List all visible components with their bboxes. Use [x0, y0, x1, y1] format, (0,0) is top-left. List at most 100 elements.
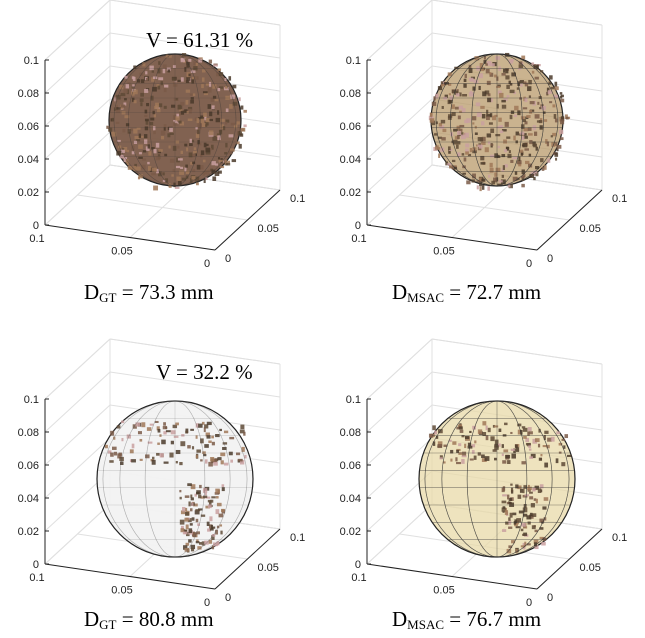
cloud-point	[139, 98, 144, 102]
sphere	[96, 400, 254, 558]
cloud-point	[534, 76, 539, 80]
cloud-point	[123, 102, 127, 106]
cloud-point	[547, 158, 551, 163]
cloud-point	[115, 121, 120, 124]
cloud-point	[144, 88, 149, 93]
cloud-point	[505, 68, 509, 74]
cloud-point	[154, 105, 159, 110]
cloud-point	[464, 443, 467, 449]
cloud-point	[194, 493, 197, 497]
grid-line	[431, 338, 603, 365]
cloud-point	[476, 112, 482, 118]
cloud-point	[527, 488, 531, 492]
cloud-point	[224, 87, 229, 91]
cloud-point	[517, 494, 522, 499]
z-tick-label: 0	[33, 220, 39, 232]
cloud-point	[161, 439, 166, 445]
cloud-point	[501, 453, 504, 457]
cloud-point	[223, 430, 229, 434]
cloud-point	[501, 444, 504, 448]
cloud-point	[144, 109, 148, 114]
cloud-point	[202, 69, 206, 73]
cloud-point	[487, 427, 491, 433]
cloud-point	[165, 178, 169, 183]
cloud-point	[558, 451, 562, 454]
cloud-point	[179, 170, 185, 175]
cloud-point	[141, 135, 144, 138]
cloud-point	[523, 485, 527, 489]
cloud-point	[468, 64, 472, 69]
cloud-point	[208, 539, 213, 544]
cloud-point	[154, 420, 159, 424]
cloud-point	[456, 461, 461, 465]
cloud-point	[187, 518, 192, 523]
cloud-point	[138, 144, 143, 149]
cloud-point	[225, 95, 230, 100]
cloud-point	[111, 117, 115, 122]
cloud-point	[523, 135, 528, 139]
cloud-point	[543, 497, 549, 501]
cloud-point	[501, 72, 506, 76]
cloud-point	[177, 79, 181, 83]
cloud-point	[228, 76, 232, 81]
cloud-point	[238, 97, 241, 102]
cloud-point	[164, 153, 168, 157]
cloud-point	[465, 143, 470, 148]
cloud-point	[437, 441, 443, 447]
cloud-point	[120, 92, 126, 97]
cloud-point	[185, 507, 188, 512]
cloud-point	[529, 491, 533, 494]
cloud-point	[196, 449, 201, 453]
cloud-point	[196, 531, 200, 535]
cloud-point	[529, 512, 533, 517]
z-tick-label: 0	[355, 559, 361, 571]
cloud-point	[458, 105, 464, 110]
x-tick-label: 0.05	[433, 246, 454, 258]
cloud-point	[138, 156, 143, 159]
y-tick-label: 0	[225, 253, 231, 265]
cloud-point	[228, 134, 234, 138]
cloud-point	[237, 458, 243, 462]
cloud-point	[159, 434, 162, 437]
cloud-point	[481, 458, 487, 462]
cloud-point	[212, 458, 218, 463]
cloud-point	[537, 101, 540, 105]
mesh	[109, 53, 241, 187]
mesh-line	[119, 400, 231, 558]
cloud-point	[553, 114, 557, 119]
cloud-point	[151, 77, 156, 82]
cloud-point	[124, 75, 128, 79]
cloud-point	[135, 422, 141, 427]
cloud-point	[474, 440, 477, 444]
cloud-point	[505, 454, 511, 459]
z-tick-label: 0.04	[18, 493, 39, 505]
cloud-point	[216, 542, 220, 546]
cloud-point	[113, 436, 116, 440]
cloud-point	[204, 115, 207, 121]
cloud-point	[553, 94, 558, 98]
cloud-point	[232, 84, 237, 89]
cloud-point	[177, 181, 182, 187]
cloud-point	[556, 144, 562, 149]
cloud-point	[498, 117, 502, 122]
cloud-point	[515, 548, 518, 554]
cloud-point	[190, 494, 193, 498]
cloud-point	[554, 81, 558, 87]
cloud-point	[561, 462, 566, 467]
cloud-point	[480, 155, 485, 161]
cloud-point	[508, 545, 513, 549]
cloud-point	[193, 66, 198, 71]
cloud-point	[561, 438, 566, 441]
cloud-point	[152, 167, 157, 172]
cloud-point	[197, 125, 202, 130]
cloud-point	[143, 134, 148, 139]
cloud-point	[224, 159, 227, 165]
cloud-point	[180, 441, 186, 447]
cloud-point	[539, 70, 544, 73]
cloud-point	[439, 455, 443, 459]
cloud-point	[541, 105, 546, 111]
cloud-point	[163, 126, 166, 131]
cloud-point	[192, 168, 196, 173]
cloud-point	[196, 118, 200, 124]
cloud-point	[200, 154, 203, 158]
